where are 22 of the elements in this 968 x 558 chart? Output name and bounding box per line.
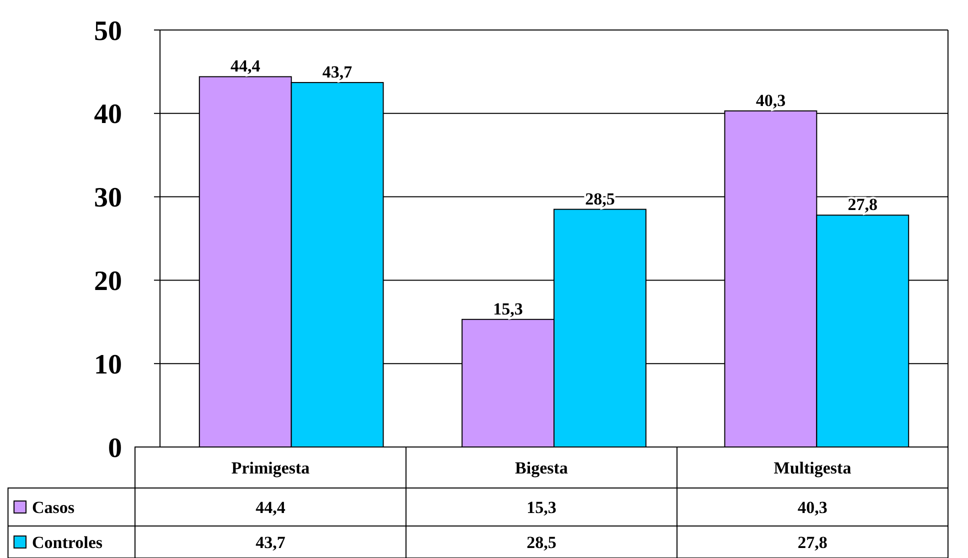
y-tick-label: 10 [94,349,122,380]
text: 43,7 [322,62,352,82]
text: 15,3 [493,299,523,318]
x-tick-label: Bigesta [515,458,568,478]
legend-label: Casos [32,498,75,517]
legend-label: Controles [32,532,103,552]
data-label: 15,3 [526,498,556,517]
y-tick-label: 20 [94,266,122,297]
y-tick-label: 0 [108,432,122,464]
x-tick-label: Primigesta [231,458,310,478]
text: 27,8 [848,195,878,214]
data-label: 28,5 [526,532,556,552]
y-tick-label: 40 [94,99,122,130]
text: 44,4 [230,56,260,76]
y-tick-label: 50 [94,16,122,47]
y-tick-label: 30 [94,182,122,214]
x-tick-label: Multigesta [774,458,852,478]
text: 40,3 [756,90,786,110]
data-label: 40,3 [798,498,828,517]
data-label: 27,8 [798,532,828,552]
data-label: 44,4 [256,498,286,517]
data-label: 43,7 [256,532,286,552]
